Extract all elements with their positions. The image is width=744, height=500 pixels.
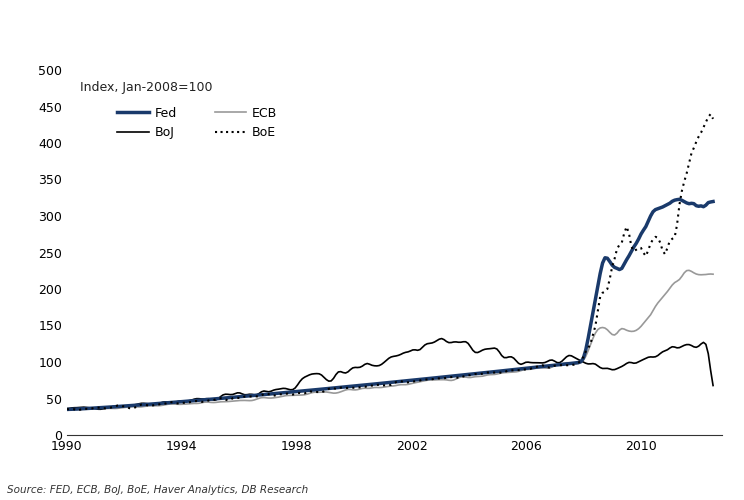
BoJ bbox=[96, 406, 105, 412]
Fed bbox=[432, 374, 441, 380]
BoJ bbox=[238, 391, 247, 397]
BoJ bbox=[708, 382, 717, 388]
Legend: Fed, BoJ, ECB, BoE: Fed, BoJ, ECB, BoE bbox=[112, 102, 283, 144]
Text: Figure 5: Central bank balance sheets expanding: Figure 5: Central bank balance sheets ex… bbox=[9, 20, 549, 40]
Fed bbox=[283, 390, 292, 396]
Text: Source: FED, ECB, BoJ, BoE, Haver Analytics, DB Research: Source: FED, ECB, BoJ, BoE, Haver Analyt… bbox=[7, 485, 309, 495]
ECB bbox=[89, 406, 98, 411]
BoE bbox=[708, 116, 717, 122]
BoE bbox=[706, 111, 715, 117]
BoE bbox=[434, 376, 443, 382]
BoE bbox=[62, 406, 71, 412]
Fed bbox=[62, 406, 71, 412]
Fed bbox=[161, 400, 170, 406]
ECB bbox=[684, 268, 693, 274]
ECB bbox=[708, 271, 717, 277]
BoJ bbox=[286, 387, 295, 393]
Fed bbox=[504, 367, 513, 373]
BoE bbox=[238, 394, 247, 400]
Line: ECB: ECB bbox=[67, 270, 713, 409]
ECB bbox=[286, 392, 295, 398]
BoJ bbox=[434, 336, 443, 342]
BoE bbox=[164, 400, 173, 406]
BoJ bbox=[509, 355, 518, 361]
BoE bbox=[72, 408, 81, 414]
BoE bbox=[507, 368, 516, 374]
BoE bbox=[286, 391, 295, 397]
Fed bbox=[677, 196, 686, 202]
BoJ bbox=[164, 399, 173, 405]
Fed bbox=[86, 406, 95, 411]
Line: BoE: BoE bbox=[67, 114, 713, 410]
BoJ bbox=[62, 406, 71, 411]
BoJ bbox=[437, 336, 446, 342]
Text: Index, Jan-2008=100: Index, Jan-2008=100 bbox=[80, 81, 213, 94]
ECB bbox=[238, 398, 247, 404]
BoJ bbox=[86, 405, 95, 411]
Fed bbox=[235, 394, 244, 400]
Line: Fed: Fed bbox=[67, 198, 713, 410]
ECB bbox=[164, 402, 173, 407]
Fed bbox=[708, 201, 717, 207]
ECB bbox=[507, 370, 516, 376]
ECB bbox=[72, 406, 81, 412]
ECB bbox=[62, 406, 71, 412]
ECB bbox=[434, 376, 443, 382]
BoE bbox=[89, 405, 98, 411]
Line: BoJ: BoJ bbox=[67, 338, 713, 409]
